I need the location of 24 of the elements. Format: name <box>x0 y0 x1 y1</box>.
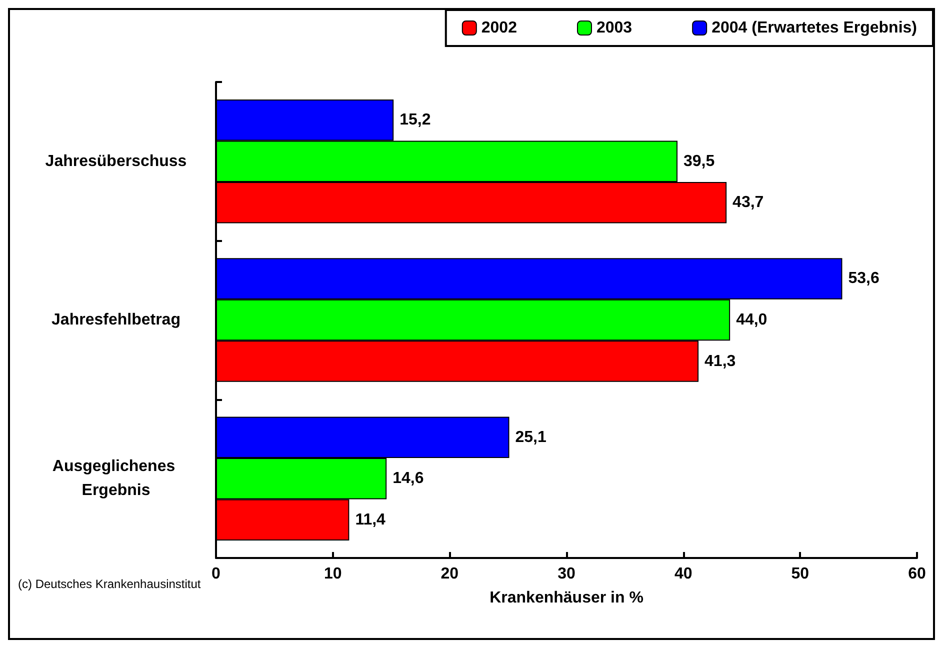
data-label: 14,6 <box>392 470 424 488</box>
x-tick-label: 20 <box>440 566 459 582</box>
y-tick-label: Jahresfehlbetrag <box>52 312 180 328</box>
x-tick-label: 50 <box>791 566 810 582</box>
data-label: 41,3 <box>704 352 736 370</box>
data-label: 11,4 <box>355 511 386 528</box>
x-tick-label: 10 <box>324 566 342 582</box>
legend-label: 2002 <box>481 20 518 36</box>
data-label: 15,2 <box>400 112 431 129</box>
x-axis-title: Krankenhäuser in % <box>490 590 644 606</box>
data-label: 39,5 <box>683 152 715 170</box>
y-tick-label: Ausgeglichenes Ergebnis <box>52 458 180 500</box>
data-label: 53,6 <box>848 270 880 288</box>
x-tick-label: 0 <box>212 566 221 582</box>
data-label: 44,0 <box>736 312 768 328</box>
legend-label: 2003 <box>596 20 632 36</box>
y-tick-label: Jahresüberschuss <box>45 152 187 170</box>
data-label: 43,7 <box>732 194 764 212</box>
legend-label: 2004 (Erwartetes Ergebnis) <box>712 20 917 36</box>
text: (c) Deutsches Krankenhausinstitut <box>18 577 202 591</box>
x-tick-label: 30 <box>558 566 576 582</box>
x-tick-label: 40 <box>674 566 692 582</box>
x-tick-label: 60 <box>908 566 926 582</box>
data-label: 25,1 <box>515 428 546 446</box>
